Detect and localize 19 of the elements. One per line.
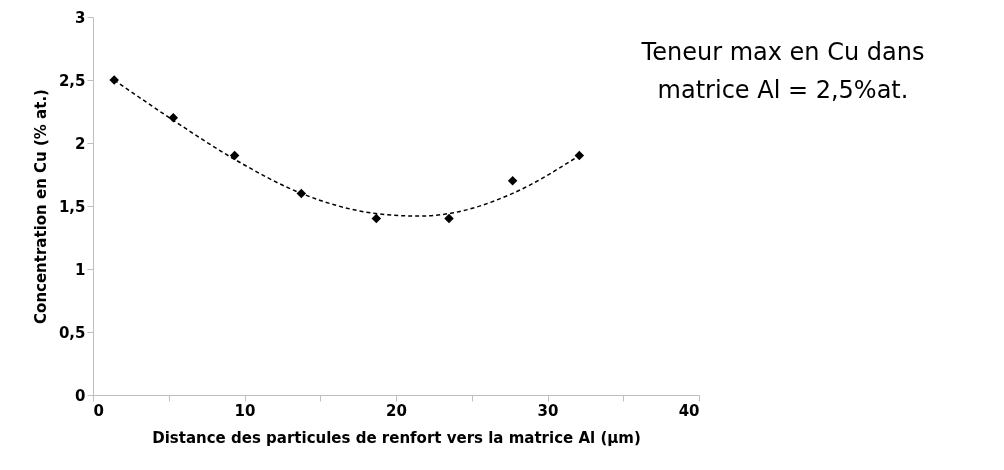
x-tick-label: 0 xyxy=(93,401,104,420)
point xyxy=(444,213,454,224)
y-tick-label: 0,5 xyxy=(58,323,86,342)
y-tick-label: 2,5 xyxy=(58,71,86,90)
point xyxy=(507,176,518,186)
y-tick-label: 0 xyxy=(75,386,86,405)
point xyxy=(574,150,585,161)
x-tick-label: 10 xyxy=(234,401,256,420)
y-tick-label: 1 xyxy=(75,260,86,279)
annotation: Teneur max en Cu dans matrice Al = 2,5%at. xyxy=(640,38,925,104)
y-tick-label: 1,5 xyxy=(58,197,86,216)
y-tick-label: 2 xyxy=(75,134,86,153)
y-axis-title: Concentration en Cu (% at.) xyxy=(31,89,50,324)
x-tick-label: 20 xyxy=(386,401,407,420)
point xyxy=(371,213,382,224)
x-tick-label: 30 xyxy=(537,401,559,420)
x-axis-title: Distance des particules de renfort vers la matrice Al (µm) xyxy=(152,428,641,447)
y-tick-label: 3 xyxy=(75,8,86,27)
x-tick-label: 40 xyxy=(678,401,700,420)
